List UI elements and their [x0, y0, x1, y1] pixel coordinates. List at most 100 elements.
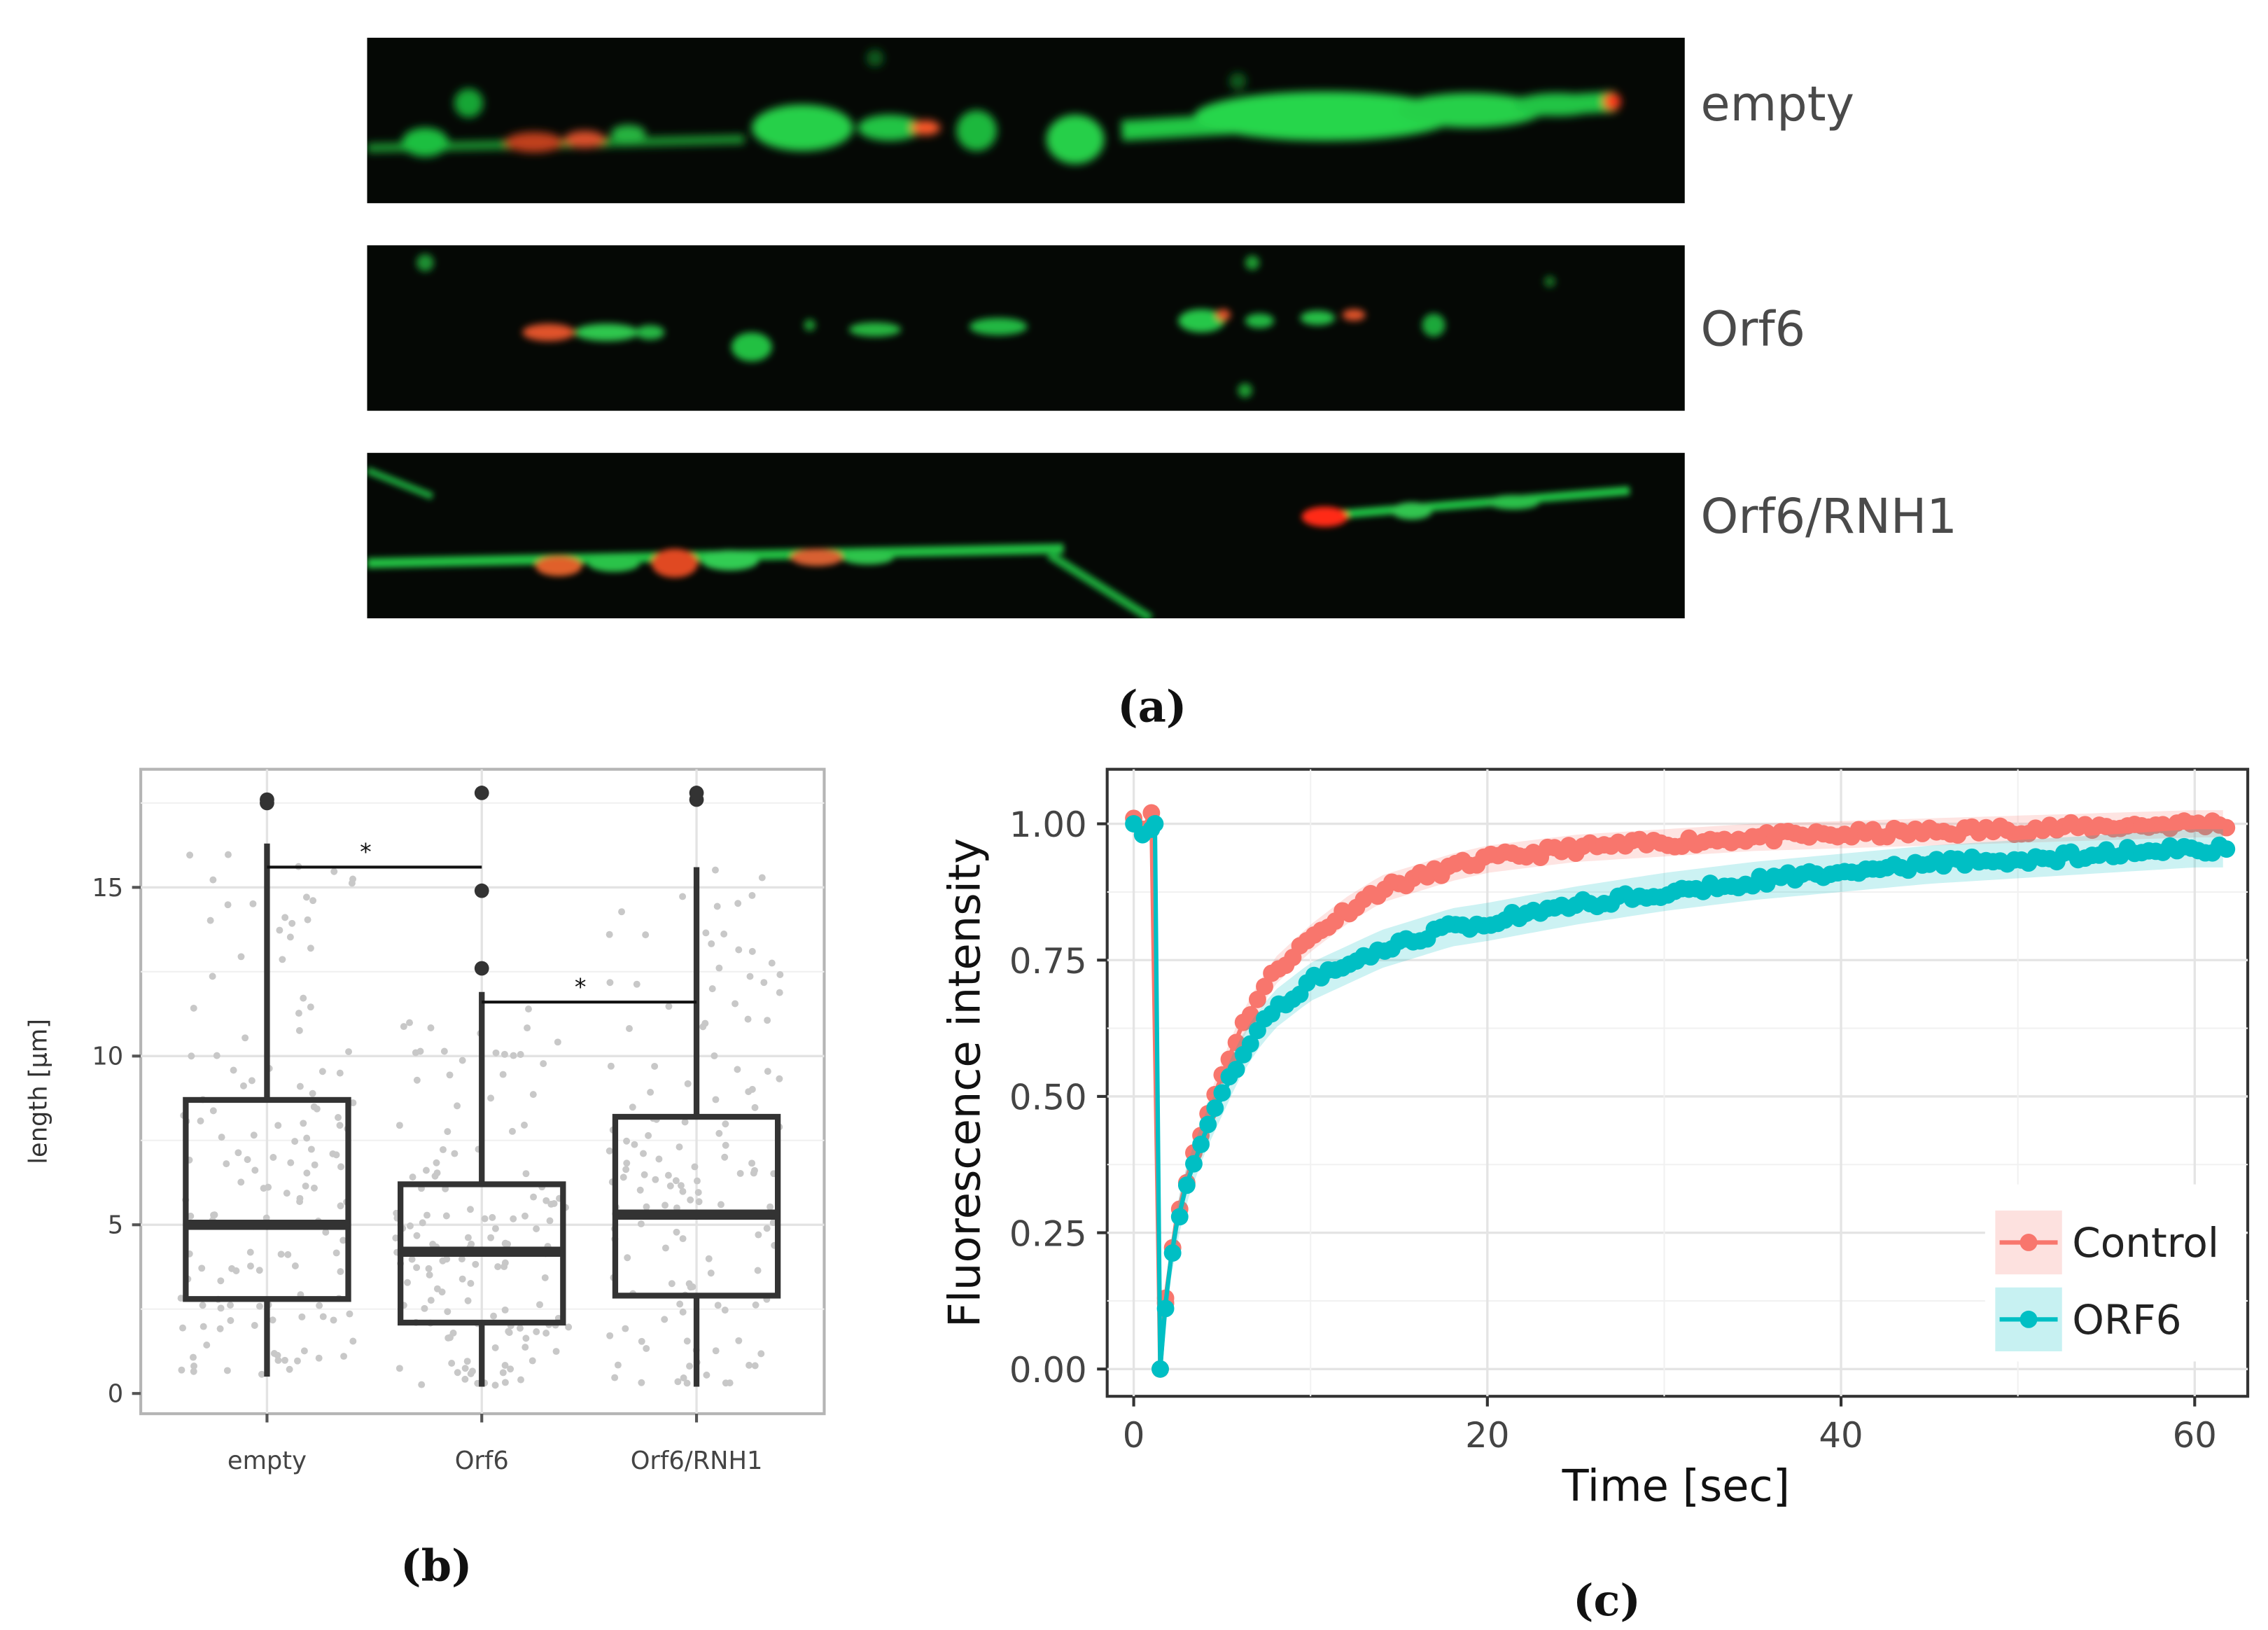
jitter-point: [542, 1197, 550, 1204]
jitter-point: [681, 1118, 689, 1126]
jitter-point: [440, 1047, 448, 1055]
micrograph-orf6-rnh1-image: [367, 466, 1630, 619]
jitter-point: [712, 1096, 720, 1103]
jitter-point: [310, 1184, 318, 1192]
jitter-point: [309, 897, 317, 905]
jitter-point: [446, 1071, 454, 1079]
micrograph-empty: [367, 37, 1685, 204]
jitter-point: [408, 1255, 416, 1263]
jitter-point: [638, 1379, 645, 1386]
jitter-point: [223, 1367, 231, 1374]
jitter-point: [304, 916, 312, 924]
jitter-point: [467, 1279, 475, 1287]
jitter-point: [768, 959, 776, 967]
jitter-point: [307, 1145, 315, 1153]
jitter-point: [444, 1308, 451, 1316]
jitter-point: [721, 1307, 729, 1314]
jitter-point: [330, 868, 338, 875]
jitter-point: [392, 1234, 400, 1242]
jitter-point: [748, 1159, 756, 1167]
jitter-point: [284, 1251, 292, 1258]
jitter-point: [717, 1201, 724, 1208]
jitter-point: [508, 1127, 516, 1135]
jitter-point: [712, 1347, 720, 1355]
jitter-point: [680, 1374, 687, 1381]
jitter-point: [622, 1166, 630, 1173]
jitter-point: [337, 1268, 344, 1276]
jitter-point: [270, 1349, 278, 1357]
jitter-point: [540, 1060, 547, 1068]
jitter-point: [633, 980, 640, 988]
orf6-point: [1213, 1084, 1231, 1102]
micrograph-orf6-rnh1: [367, 452, 1685, 619]
jitter-point: [318, 1068, 326, 1075]
jitter-point: [623, 1159, 631, 1167]
jitter-point: [620, 1173, 627, 1181]
jitter-point: [734, 900, 742, 907]
jitter-point: [542, 1330, 550, 1337]
jitter-point: [707, 1269, 715, 1277]
y-tick-label: 0: [108, 1380, 123, 1409]
jitter-point: [522, 1335, 530, 1342]
x-tick-label: Orf6/RNH1: [631, 1447, 763, 1475]
jitter-point: [758, 874, 766, 882]
jitter-point: [303, 1169, 311, 1177]
jitter-point: [521, 1121, 528, 1129]
jitter-point: [251, 1322, 258, 1329]
orf6-point: [1163, 1244, 1182, 1262]
jitter-point: [303, 1134, 311, 1142]
jitter-point: [705, 1255, 713, 1262]
jitter-point: [260, 1185, 267, 1192]
jitter-point: [258, 1370, 265, 1378]
jitter-point: [442, 1212, 450, 1220]
jitter-point: [500, 1263, 508, 1271]
jitter-point: [287, 1159, 295, 1166]
outlier-point: [689, 786, 704, 800]
micrograph-label-empty: empty: [1700, 75, 1855, 132]
jitter-point: [246, 1248, 254, 1256]
jitter-point: [764, 1068, 771, 1075]
jitter-point: [522, 1212, 528, 1220]
jitter-point: [197, 1117, 204, 1124]
jitter-point: [409, 1173, 416, 1181]
jitter-point: [606, 931, 613, 938]
jitter-point: [624, 1254, 631, 1262]
jitter-point: [239, 1082, 247, 1089]
frap-legend: Control ORF6: [1984, 1184, 2247, 1362]
jitter-point: [715, 1129, 723, 1137]
control-point: [1248, 990, 1266, 1008]
jitter-point: [676, 1300, 684, 1308]
jitter-point: [322, 1228, 330, 1236]
jitter-point: [274, 1356, 282, 1364]
box-iqr: [183, 1096, 351, 1302]
jitter-point: [419, 1219, 426, 1227]
jitter-point: [536, 1301, 544, 1309]
jitter-point: [413, 1264, 421, 1272]
panel-label-b: (b): [400, 1541, 472, 1593]
jitter-point: [606, 1147, 613, 1155]
frap-ylabel: Fluorescence intensity: [939, 838, 990, 1328]
jitter-point: [751, 1103, 759, 1111]
jitter-point: [606, 979, 614, 987]
jitter-point: [662, 1201, 668, 1209]
jitter-point: [319, 1313, 327, 1321]
jitter-point: [332, 1151, 340, 1159]
jitter-point: [708, 985, 716, 993]
jitter-point: [489, 1213, 496, 1221]
jitter-point: [693, 1177, 701, 1185]
control-legend-marker: [2019, 1234, 2038, 1251]
jitter-point: [645, 1131, 652, 1139]
jitter-point: [607, 1062, 615, 1070]
y-tick-label: 0.25: [1009, 1213, 1087, 1254]
y-tick-label: 0.00: [1009, 1350, 1087, 1391]
jitter-point: [546, 1217, 554, 1225]
jitter-point: [187, 1212, 195, 1220]
jitter-point: [224, 901, 232, 909]
box-plot-boxes: [183, 786, 781, 1387]
jitter-point: [720, 931, 728, 938]
jitter-point: [340, 1353, 348, 1360]
jitter-point: [683, 1379, 691, 1387]
orf6-legend-marker: [2019, 1310, 2038, 1328]
jitter-point: [722, 1120, 729, 1128]
jitter-point: [429, 1240, 437, 1248]
